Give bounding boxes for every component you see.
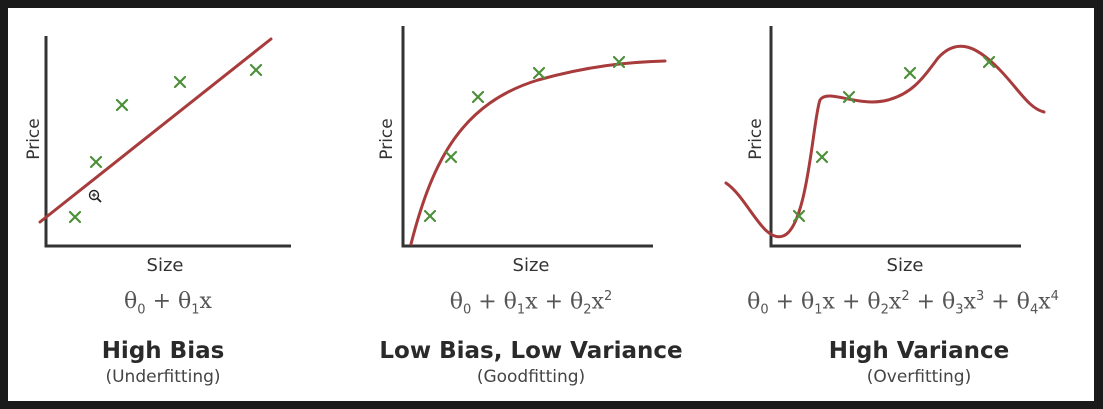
axes [401, 26, 653, 248]
panel-high-bias-plot [38, 36, 291, 248]
data-point [444, 150, 458, 164]
panel-high-variance-plot [724, 26, 1046, 248]
formula: θ0 + θ1x [124, 289, 212, 318]
fit-curve-linear [38, 37, 273, 224]
x-axis-label: Size [886, 255, 924, 276]
axes [44, 36, 291, 248]
data-point [612, 55, 626, 69]
data-point [792, 209, 806, 223]
data-point [173, 75, 187, 89]
data-point [842, 90, 856, 104]
axes [769, 26, 1021, 248]
data-point [89, 155, 103, 169]
data-point [815, 150, 829, 164]
fit-curve-quadratic [409, 59, 667, 246]
y-axis-label: Price [24, 118, 44, 160]
panel-title: High Variance [828, 338, 1010, 364]
panel-subtitle: (Goodfitting) [476, 367, 586, 387]
data-point [115, 98, 129, 112]
data-point [471, 90, 485, 104]
y-axis-label: Price [746, 118, 766, 160]
panel-subtitle: (Underfitting) [105, 367, 221, 387]
plots-svg [38, 26, 1046, 248]
panel-title: High Bias [101, 338, 225, 364]
x-axis-label: Size [512, 255, 550, 276]
x-axis-label: Size [146, 255, 184, 276]
data-point [423, 209, 437, 223]
zoom-in-icon [88, 189, 102, 203]
panel-good-fit-plot [401, 26, 667, 248]
fit-curve-quartic [724, 44, 1046, 239]
y-axis-label: Price [377, 118, 397, 160]
data-point [903, 66, 917, 80]
data-point [982, 55, 996, 69]
data-point [68, 210, 82, 224]
data-point [249, 63, 263, 77]
formula: θ0 + θ1x + θ2x2 + θ3x3 + θ4x4 [747, 289, 1059, 318]
panel-subtitle: (Overfitting) [866, 367, 972, 387]
formula: θ0 + θ1x + θ2x2 [449, 289, 613, 318]
figure-frame: Price Size θ0 + θ1x High Bias (Underfitt… [8, 8, 1094, 401]
panel-title: Low Bias, Low Variance [379, 338, 683, 364]
data-point [532, 66, 546, 80]
